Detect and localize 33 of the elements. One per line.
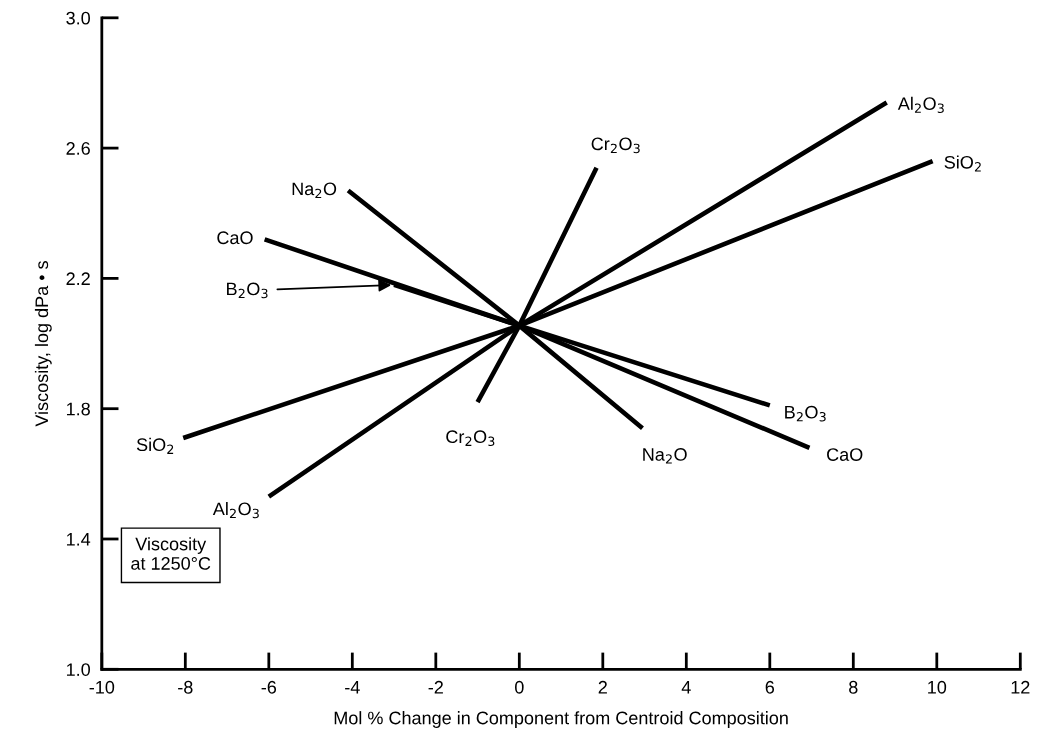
y-tick-label: 1.0: [66, 663, 91, 676]
x-tick-label: 12: [1011, 680, 1030, 694]
series-label: Al$_{2}$O$_{3}$: [897, 96, 944, 113]
x-tick-label: 8: [849, 680, 858, 694]
series-label: CaO: [827, 448, 863, 461]
annotation: Viscosity at 1250°C: [131, 537, 211, 570]
y-tick-label: 3.0: [66, 11, 91, 25]
annotation: SiO$_{2}$: [136, 437, 174, 454]
annotation: Na$_{2}$O: [292, 182, 337, 199]
x-tick-label: 0: [515, 680, 524, 694]
x-tick-label: -8: [178, 680, 193, 694]
x-tick-label: 2: [598, 680, 607, 694]
annotation: Cr$_{2}$O$_{3}$: [446, 430, 495, 447]
series-label: Na$_{2}$O: [643, 448, 687, 464]
x-tick-label: 4: [681, 681, 691, 694]
annotation: CaO: [217, 231, 253, 245]
annotation: Al$_{2}$O$_{3}$: [212, 502, 259, 519]
series-label: SiO$_{2}$: [944, 155, 981, 172]
series-label: B$_{2}$O$_{3}$: [785, 405, 826, 422]
series-label: Cr$_{2}$O$_{3}$: [591, 137, 640, 154]
y-axis-title: Viscosity, log dPa • s: [34, 261, 52, 427]
x-tick-label: -6: [261, 680, 277, 694]
x-tick-label: -10: [89, 680, 115, 694]
y-tick-label: 1.8: [66, 402, 90, 416]
x-axis-title: Mol % Change in Component from Centroid Composition: [334, 711, 788, 728]
x-tick-label: -2: [428, 680, 443, 694]
x-tick-label: -4: [345, 681, 360, 694]
y-tick-label: 2.6: [66, 142, 90, 155]
x-tick-label: 10: [928, 680, 947, 694]
annotation: B$_{2}$O$_{3}$: [227, 282, 268, 299]
y-tick-label: 1.4: [66, 533, 91, 546]
x-tick-label: 6: [765, 680, 775, 694]
y-tick-label: 2.2: [66, 272, 90, 285]
